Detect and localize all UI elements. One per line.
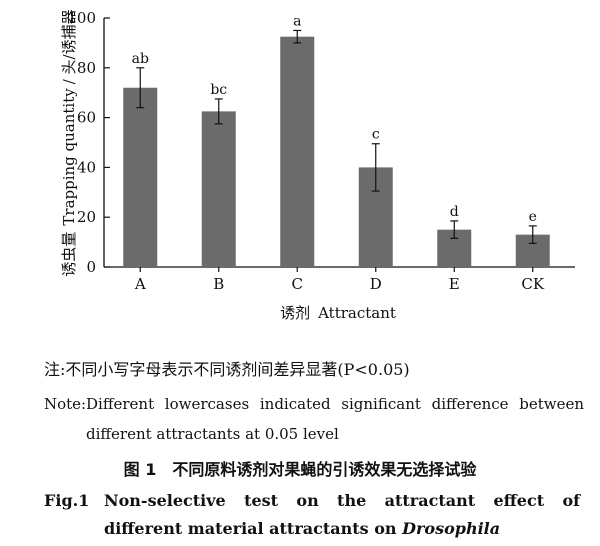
bar-b [201,111,236,267]
y-tick-label: 20 [77,208,96,226]
bar-chart: 0 20 40 60 80 100 ab bc a c d e A B C D E CK 诱虫量 Trappin… [60,9,575,322]
figure-title-chinese: 图 1 不同原料诱剂对果蝇的引诱效果无选择试验 [123,460,477,479]
x-tick-label: B [213,275,224,293]
x-tick-label: A [134,275,146,293]
significance-label: c [372,127,380,143]
figure-label: Fig.1 [44,491,90,510]
x-tick-label: C [292,275,303,293]
significance-label: ab [132,51,149,67]
y-axis-title-unit: / 头/诱捕器 [60,9,78,84]
y-tick-label: 100 [67,9,96,27]
note-text: Different lowercases indicated significa… [86,395,584,443]
figure-title-main: Non-selective test on the attractant eff… [104,491,580,538]
y-tick-label: 40 [77,158,96,176]
x-axis-ticks: A B C D E CK [134,267,545,293]
note-english: Note: Different lowercases indicated sig… [44,389,584,449]
significance-label: a [293,13,301,29]
bar-c [280,36,315,267]
y-axis-title: 诱虫量 Trapping quantity / 头/诱捕器 [60,9,78,276]
chart-axes [103,18,575,268]
figure-title-species: Drosophila [402,519,501,538]
x-tick-label: D [370,275,382,293]
y-axis-ticks: 0 20 40 60 80 100 [67,9,110,276]
x-axis-title-en: Attractant [317,304,396,322]
bar-a [123,87,158,267]
y-tick-label: 60 [77,109,96,127]
note-label: Note: [44,395,87,413]
figure-title-text: Non-selective test on the attractant eff… [104,487,580,543]
x-tick-label: CK [521,275,544,293]
x-axis-title-cn: 诱剂 [280,304,310,322]
note-chinese: 注:不同小写字母表示不同诱剂间差异显著(P<0.05) [44,360,410,379]
y-tick-label: 80 [77,59,96,77]
x-tick-label: E [449,275,460,293]
figure-title-english: Fig.1 Non-selective test on the attracta… [44,487,580,543]
x-axis-title: 诱剂 Attractant [280,304,396,322]
y-axis-title-en: Trapping quantity [60,88,78,226]
significance-label: e [529,209,537,225]
significance-label: bc [210,82,227,98]
y-axis-title-cn: 诱虫量 [60,232,78,277]
y-tick-label: 0 [86,258,96,276]
significance-label: d [450,204,459,220]
bars: ab bc a c d e [123,13,550,267]
